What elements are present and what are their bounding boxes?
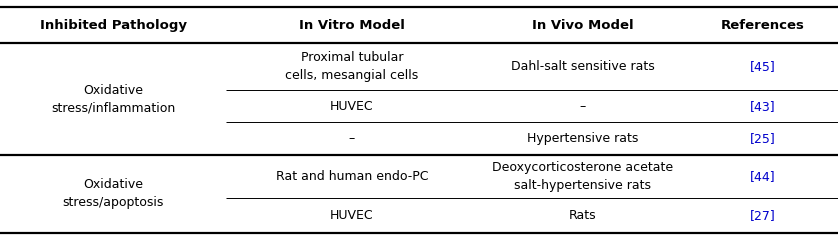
Text: Deoxycorticosterone acetate
salt-hypertensive rats: Deoxycorticosterone acetate salt-hyperte…: [492, 161, 673, 192]
Text: In Vitro Model: In Vitro Model: [299, 19, 405, 32]
Text: HUVEC: HUVEC: [330, 100, 374, 113]
Text: –: –: [579, 100, 586, 113]
Text: Proximal tubular
cells, mesangial cells: Proximal tubular cells, mesangial cells: [285, 51, 419, 82]
Text: Rats: Rats: [569, 209, 596, 222]
Text: Dahl-salt sensitive rats: Dahl-salt sensitive rats: [510, 60, 654, 73]
Text: [43]: [43]: [750, 100, 775, 113]
Text: In Vivo Model: In Vivo Model: [531, 19, 634, 32]
Text: Oxidative
stress/inflammation: Oxidative stress/inflammation: [51, 84, 175, 114]
Text: References: References: [721, 19, 804, 32]
Text: Oxidative
stress/apoptosis: Oxidative stress/apoptosis: [63, 178, 163, 209]
Text: [27]: [27]: [750, 209, 775, 222]
Text: HUVEC: HUVEC: [330, 209, 374, 222]
Text: Rat and human endo-PC: Rat and human endo-PC: [276, 170, 428, 183]
Text: Inhibited Pathology: Inhibited Pathology: [39, 19, 187, 32]
Text: [45]: [45]: [750, 60, 775, 73]
Text: [44]: [44]: [750, 170, 775, 183]
Text: Hypertensive rats: Hypertensive rats: [527, 132, 638, 145]
Text: [25]: [25]: [750, 132, 775, 145]
Text: –: –: [349, 132, 355, 145]
